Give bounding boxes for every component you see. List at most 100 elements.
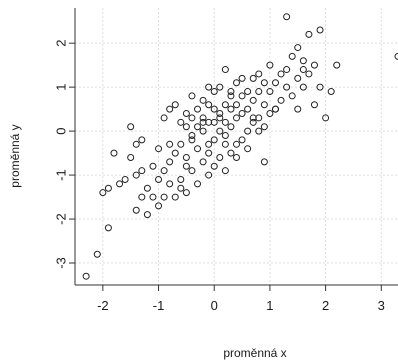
data-point — [249, 118, 257, 126]
data-point — [288, 92, 296, 100]
data-point — [155, 202, 163, 210]
data-point — [310, 61, 318, 69]
y-tick-label: 0 — [53, 127, 68, 134]
data-point — [260, 123, 268, 131]
x-tick-label: 2 — [322, 298, 329, 313]
data-point — [316, 83, 324, 91]
data-point — [322, 114, 330, 122]
data-point — [188, 136, 196, 144]
data-point — [333, 61, 341, 69]
data-point — [233, 140, 240, 148]
data-point — [288, 52, 296, 60]
data-point — [127, 123, 135, 131]
data-point — [221, 140, 229, 148]
data-point — [110, 149, 118, 157]
data-point — [210, 136, 218, 144]
data-point — [104, 224, 112, 232]
x-tick-label: -2 — [97, 298, 109, 313]
data-point — [194, 145, 202, 153]
data-point — [132, 140, 140, 148]
data-point — [182, 123, 190, 131]
data-point — [249, 96, 257, 104]
data-point — [227, 88, 235, 96]
data-point — [199, 127, 207, 135]
data-point — [221, 118, 229, 126]
data-point — [155, 175, 163, 183]
data-point — [216, 127, 224, 135]
data-point — [221, 101, 229, 109]
x-tick-label: -1 — [153, 298, 165, 313]
data-point — [199, 114, 207, 122]
data-point — [249, 74, 257, 82]
data-point — [394, 52, 398, 60]
data-point — [194, 180, 202, 188]
data-point — [182, 110, 190, 118]
data-point — [166, 140, 174, 148]
y-tick-label: -3 — [53, 257, 68, 269]
data-point — [205, 140, 213, 148]
data-point — [227, 149, 235, 157]
data-point — [216, 83, 224, 91]
data-point — [283, 66, 291, 74]
data-point — [255, 88, 263, 96]
data-point — [205, 83, 213, 91]
data-point — [238, 92, 246, 100]
data-point — [205, 149, 213, 157]
data-point — [305, 70, 313, 78]
data-point — [199, 118, 207, 126]
data-point — [121, 175, 129, 183]
data-point — [255, 70, 263, 78]
data-point — [143, 184, 151, 192]
data-point — [138, 193, 146, 201]
data-point — [255, 127, 263, 135]
data-point — [305, 30, 313, 38]
data-point — [244, 145, 252, 153]
data-point — [138, 136, 146, 144]
data-point — [216, 114, 224, 122]
data-point — [244, 127, 252, 135]
data-point — [283, 13, 291, 21]
x-tick-label: 0 — [211, 298, 218, 313]
data-point — [271, 105, 279, 113]
data-point — [227, 105, 235, 113]
data-point — [244, 105, 252, 113]
data-point — [149, 162, 157, 170]
data-point — [93, 250, 101, 258]
data-point — [266, 88, 274, 96]
data-points — [82, 13, 398, 280]
data-point — [316, 26, 324, 34]
data-point — [277, 70, 285, 78]
data-point — [205, 101, 213, 109]
data-point — [194, 123, 202, 131]
data-point — [166, 105, 174, 113]
data-point — [277, 96, 285, 104]
data-point — [260, 158, 268, 166]
data-point — [160, 167, 168, 175]
data-point — [171, 193, 179, 201]
data-point — [182, 189, 190, 197]
data-point — [210, 118, 218, 126]
data-point — [299, 83, 307, 91]
data-point — [221, 66, 229, 74]
x-tick-label: 1 — [266, 298, 273, 313]
data-point — [143, 211, 151, 219]
data-point — [199, 96, 207, 104]
data-point — [294, 44, 302, 52]
data-point — [233, 79, 240, 87]
data-point — [294, 74, 302, 82]
data-point — [260, 79, 268, 87]
y-tick-label: 2 — [53, 40, 68, 47]
data-point — [299, 66, 307, 74]
data-point — [266, 61, 274, 69]
data-point — [155, 145, 163, 153]
data-point — [177, 175, 185, 183]
data-point — [188, 167, 196, 175]
data-point — [266, 110, 274, 118]
data-point — [227, 92, 235, 100]
y-tick-label: -1 — [53, 169, 68, 181]
data-point — [249, 114, 257, 122]
data-point — [132, 171, 140, 179]
data-point — [177, 184, 185, 192]
data-point — [210, 88, 218, 96]
data-point — [132, 206, 140, 214]
